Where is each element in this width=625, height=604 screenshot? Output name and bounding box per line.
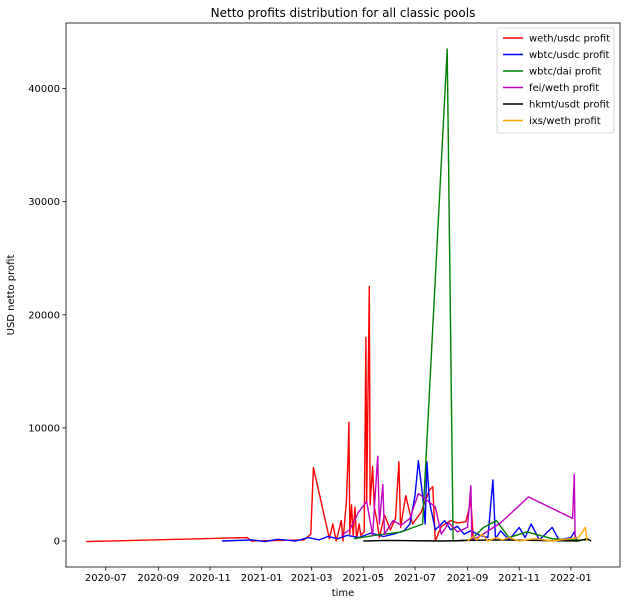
x-tick-label: 2021-05 (342, 573, 384, 584)
x-tick-label: 2020-09 (137, 573, 179, 584)
legend-entry: wbtc/usdc profit (529, 50, 610, 61)
legend-entry: wbtc/dai profit (529, 67, 601, 78)
y-tick-label: 10000 (28, 423, 60, 434)
y-axis-label: USD netto profit (6, 255, 17, 336)
y-tick-label: 0 (54, 536, 60, 547)
chart-title: Netto profits distribution for all class… (211, 6, 476, 20)
series-line-6 (467, 526, 588, 542)
y-tick-label: 40000 (28, 84, 60, 95)
series-line-3 (353, 48, 587, 542)
legend-entry: ixs/weth profit (529, 116, 601, 127)
x-tick-label: 2021-11 (498, 573, 540, 584)
x-tick-label: 2021-01 (241, 573, 283, 584)
plot-area: 2020-07 2020-09 2020-11 2021-01 2021-03 2021-… (28, 22, 621, 584)
legend-box (496, 27, 615, 134)
x-axis-label: time (332, 588, 355, 599)
y-tick-label: 30000 (28, 197, 60, 208)
legend-entry: weth/usdc profit (529, 34, 610, 45)
legend-entry: hkmt/usdt profit (529, 100, 610, 111)
series-line-4 (340, 455, 576, 541)
series-line-2 (221, 460, 578, 543)
x-tick-label: 2020-11 (189, 573, 231, 584)
y-tick-label: 20000 (28, 310, 60, 321)
legend-entry: fei/weth profit (529, 83, 599, 94)
axes-frame (65, 22, 621, 568)
legend: weth/usdc profit wbtc/usdc profit wbtc/dai… (496, 27, 615, 134)
x-tick-label: 2021-07 (394, 573, 436, 584)
x-tick-label: 2021-09 (447, 573, 489, 584)
x-tick-label: 2022-01 (550, 573, 592, 584)
x-tick-label: 2020-07 (85, 573, 127, 584)
x-tick-label: 2021-03 (291, 573, 333, 584)
